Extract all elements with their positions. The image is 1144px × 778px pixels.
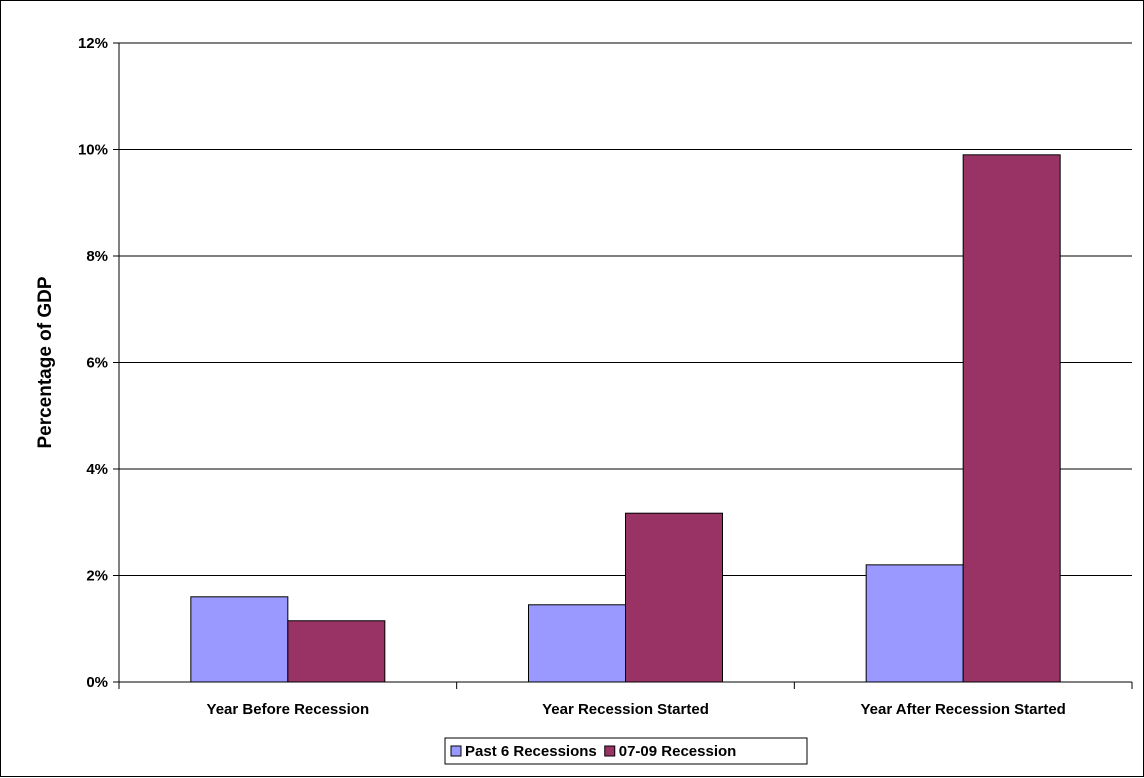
bar-07-09-recession [625, 512, 723, 683]
legend-box [444, 737, 808, 765]
x-category-label: Year Recession Started [542, 701, 709, 718]
y-tick-label: 12% [78, 35, 108, 52]
y-tick-label: 2% [86, 568, 108, 585]
y-tick-label: 8% [86, 248, 108, 265]
bar-07-09-recession [962, 154, 1061, 683]
bar-past-6-recessions [865, 564, 964, 683]
y-tick-label: 4% [86, 461, 108, 478]
axis-labels: 0% 2% 4% 6% 8% 10% 12% Year Before Recession Yea… [78, 35, 1066, 718]
x-category-label: Year After Recession Started [860, 701, 1065, 718]
bars [190, 154, 1061, 683]
x-category-label: Year Before Recession [207, 701, 370, 718]
y-axis-title: Percentage of GDP [35, 276, 56, 448]
y-tick-label: 0% [86, 674, 108, 691]
bar-past-6-recessions [190, 596, 289, 683]
legend-swatch [450, 745, 462, 757]
y-tick-label: 10% [78, 142, 108, 159]
axes [113, 42, 1133, 689]
legend-label: Past 6 Recessions [465, 743, 597, 760]
bar-past-6-recessions [528, 604, 626, 683]
legend-swatch [604, 745, 616, 757]
bar-07-09-recession [287, 620, 386, 683]
y-tick-label: 6% [86, 355, 108, 372]
legend-label: 07-09 Recession [619, 743, 737, 760]
legend: Past 6 Recessions 07-09 Recession [444, 737, 808, 765]
